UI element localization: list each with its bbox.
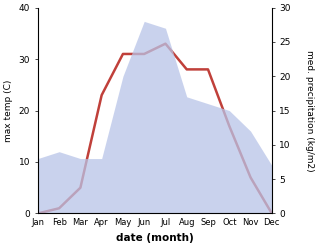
X-axis label: date (month): date (month)	[116, 233, 194, 243]
Y-axis label: med. precipitation (kg/m2): med. precipitation (kg/m2)	[305, 50, 314, 171]
Y-axis label: max temp (C): max temp (C)	[4, 79, 13, 142]
